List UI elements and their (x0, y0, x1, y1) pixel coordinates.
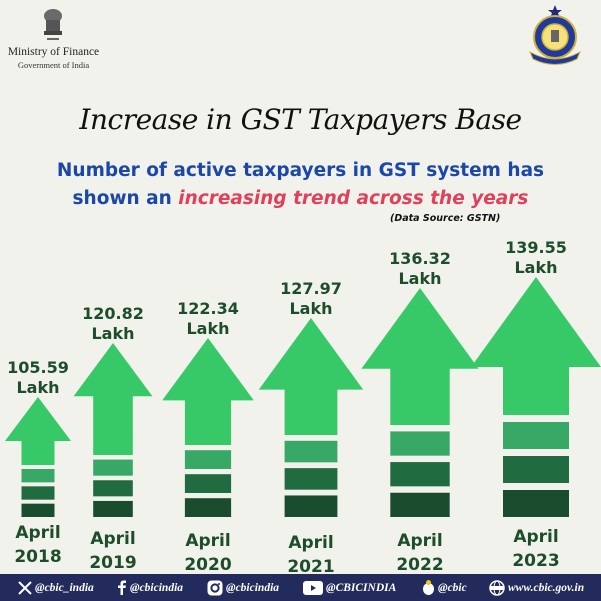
category-year-label: 2022 (396, 555, 443, 575)
category-month-label: April (15, 523, 60, 543)
arrow-bar-segment (390, 462, 450, 487)
page-title: Increase in GST Taxpayers Base (79, 103, 522, 136)
cbic-logo-icon (528, 5, 582, 65)
category-month-label: April (397, 531, 442, 551)
social-instagram-handle: @cbicindia (226, 581, 280, 594)
social-instagram[interactable]: @cbicindia (207, 574, 279, 601)
growth-arrow (162, 338, 254, 445)
social-footer: @cbic_india @cbicindia @cbicindia @CBICI… (0, 574, 601, 601)
value-unit-label: Lakh (398, 269, 441, 288)
youtube-icon (303, 580, 323, 595)
x-twitter-icon (18, 580, 32, 595)
arrow-bar-segment (184, 498, 232, 517)
ministry-name: Ministry of Finance (7, 46, 100, 58)
value-label: 122.34 (177, 299, 239, 318)
facebook-icon (117, 580, 127, 595)
government-name: Government of India (17, 60, 90, 70)
globe-www-icon (489, 579, 505, 596)
subtitle: Number of active taxpayers in GST system… (0, 157, 601, 213)
category-month-label: April (513, 527, 558, 547)
category-year-label: 2023 (512, 551, 559, 571)
data-source-note: (Data Source: GSTN) (390, 213, 501, 224)
arrow-bar-segment (284, 495, 338, 517)
growth-arrow (73, 343, 153, 455)
national-emblem-icon (44, 9, 62, 40)
arrow-bar-segment (390, 431, 450, 456)
value-unit-label: Lakh (91, 324, 134, 343)
growth-arrow (361, 288, 479, 425)
value-label: 136.32 (389, 249, 451, 268)
value-label: 120.82 (82, 304, 144, 323)
growth-arrow (471, 277, 601, 415)
arrow-bar-segment (21, 486, 55, 500)
value-label: 139.55 (505, 238, 567, 257)
instagram-icon (207, 580, 223, 596)
value-unit-label: Lakh (16, 378, 59, 397)
category-year-label: 2019 (89, 553, 136, 573)
category-year-label: 2021 (287, 557, 334, 577)
social-koo-handle: @cbic (438, 581, 467, 594)
growth-arrow (258, 318, 364, 435)
social-youtube-handle: @CBICINDIA (326, 581, 397, 594)
subtitle-line-1: Number of active taxpayers in GST system… (56, 160, 545, 181)
arrow-bar-segment (390, 492, 450, 517)
arrow-bar-segment (503, 490, 569, 517)
value-label: 105.59 (7, 358, 69, 377)
website-link[interactable]: www.cbic.gov.in (489, 574, 584, 601)
arrow-bar-segment (184, 450, 232, 469)
website-url: www.cbic.gov.in (508, 581, 585, 594)
value-label: 127.97 (280, 279, 342, 298)
category-month-label: April (185, 531, 230, 551)
subtitle-line-2-prefix: shown an (72, 188, 179, 209)
social-facebook[interactable]: @cbicindia (117, 574, 183, 601)
social-koo[interactable]: @cbic (422, 574, 467, 601)
category-year-label: 2020 (184, 555, 231, 575)
arrow-bar-segment (284, 440, 338, 463)
subtitle-highlight: increasing trend across the years (178, 188, 529, 209)
value-unit-label: Lakh (186, 319, 229, 338)
arrow-bar-segment (284, 468, 338, 490)
arrow-bar-segment (93, 480, 133, 497)
arrow-bar-segment (503, 422, 569, 449)
social-x[interactable]: @cbic_india (18, 574, 94, 601)
category-year-label: 2018 (14, 547, 61, 567)
value-unit-label: Lakh (289, 299, 332, 318)
subtitle-line-2: shown an increasing trend across the yea… (0, 185, 601, 213)
social-x-handle: @cbic_india (35, 581, 94, 594)
arrow-bar-segment (93, 500, 133, 517)
category-month-label: April (288, 533, 333, 553)
value-unit-label: Lakh (514, 258, 557, 277)
arrow-bar-segment (93, 459, 133, 476)
category-month-label: April (90, 529, 135, 549)
arrow-bar-segment (503, 456, 569, 483)
arrow-bar-segment (21, 469, 55, 483)
arrow-bar-segment (184, 474, 232, 493)
growth-arrow (5, 397, 71, 465)
koo-icon (422, 579, 435, 596)
arrow-bar-segment (21, 503, 55, 517)
social-facebook-handle: @cbicindia (130, 581, 184, 594)
social-youtube[interactable]: @CBICINDIA (303, 574, 396, 601)
